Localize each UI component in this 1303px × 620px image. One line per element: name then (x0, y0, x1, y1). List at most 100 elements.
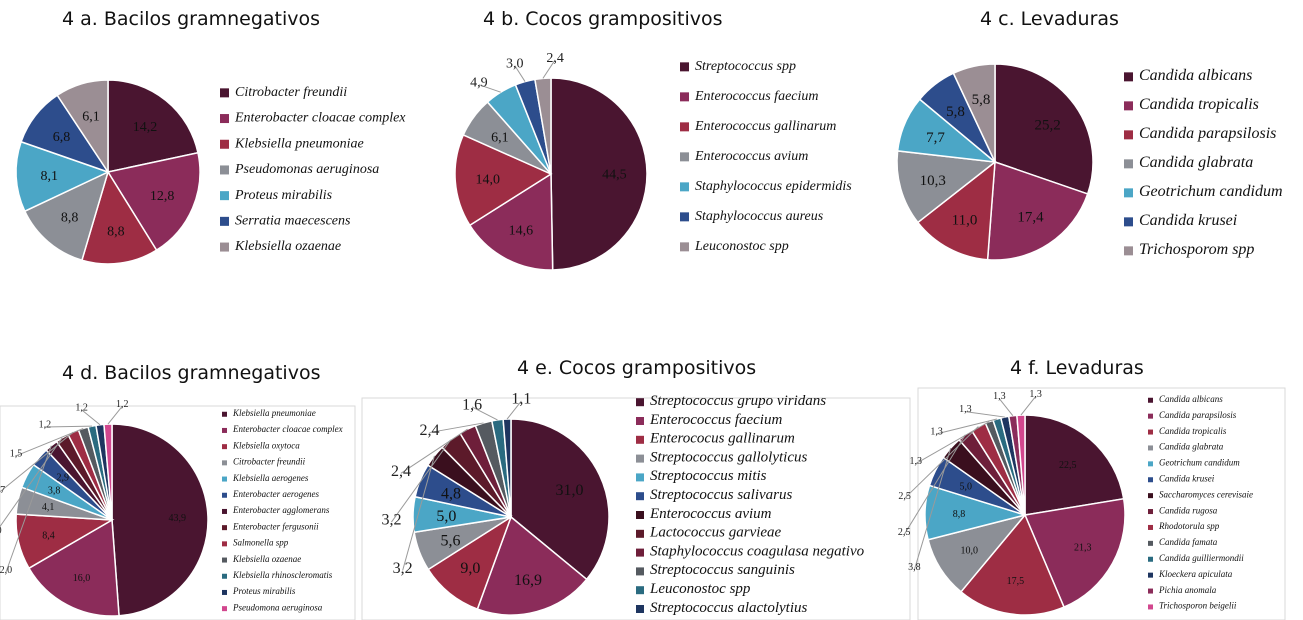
pie-chart-3: 43,9 16,0 8,4 4,1 3,82,9 2,0 2,0 1,7 1,5 1,2 1,2 1,… (0, 399, 356, 620)
data-label: 3,0 (506, 57, 524, 72)
leader-line (0, 437, 63, 528)
data-label: 31,0 (555, 482, 583, 499)
leader-line (998, 398, 1014, 417)
pie-slice (27, 518, 120, 617)
chart-frame (361, 397, 911, 620)
legend-swatch (222, 508, 227, 514)
pie-slice (107, 79, 199, 173)
data-label: 1,2 (75, 402, 88, 413)
pie-slice (454, 133, 553, 227)
data-label: 1,3 (993, 391, 1006, 402)
legend-entry: Trichosporon beigelii (1159, 601, 1237, 611)
legend-entry: Candida guilliermondii (1159, 553, 1244, 563)
legend-entry: Enterobacter cloacae complex (232, 424, 343, 434)
legend-swatch (1148, 509, 1153, 515)
legend-swatch (1148, 445, 1153, 451)
data-label: 14,0 (476, 172, 501, 187)
legend-swatch (636, 454, 644, 463)
pie-slice (1024, 414, 1125, 516)
leader-line (429, 422, 484, 434)
data-label: 6,1 (491, 130, 509, 145)
data-label: 8,1 (40, 169, 58, 184)
data-label: 1,1 (511, 390, 531, 407)
legend-entry: Klebsiella ozaenae (232, 554, 301, 564)
legend-swatch (1148, 493, 1153, 499)
legend-entry: Lactococcus garvieae (649, 525, 782, 541)
legend-entry: Salmonella spp (233, 538, 289, 548)
legend-entry: Enterobacter aerogenes (232, 489, 320, 499)
leader-line (15, 427, 84, 457)
legend-entry: Staphylococcus coagulasa negativo (650, 543, 865, 559)
legend-swatch (1124, 188, 1133, 198)
data-label: 4,9 (470, 76, 488, 91)
legend-entry: Klebsiella ozaenae (234, 239, 341, 254)
legend-swatch (680, 212, 689, 222)
data-label: 25,2 (1035, 118, 1061, 134)
chart-frame (917, 387, 1286, 620)
pie-chart-0: 14,2 12,8 8,8 8,8 8,1 6,8 6,1 Citrobacter freun… (15, 79, 406, 265)
legend-swatch (220, 114, 229, 124)
legend-swatch (636, 473, 644, 482)
legend-swatch (222, 460, 227, 466)
pie-slice (111, 423, 209, 617)
pie-slice (56, 79, 109, 175)
legend-entry: Streptococcus grupo viridans (650, 393, 826, 409)
legend-swatch (1124, 72, 1133, 82)
legend-entry: Serratia maecescens (235, 214, 351, 229)
legend-entry: Citrobacter freundii (235, 85, 347, 100)
legend-entry: Streptococcus gallolyticus (650, 449, 807, 465)
data-label: 12,8 (150, 189, 175, 204)
data-label: 8,8 (953, 509, 966, 520)
data-label: 5,0 (960, 481, 973, 492)
legend-swatch (1124, 101, 1133, 111)
legend-swatch (222, 541, 227, 547)
leader-line (107, 406, 123, 425)
legend-entry: Enterobacter cloacae complex (234, 111, 406, 126)
legend-swatch (1148, 413, 1153, 419)
data-label: 5,0 (436, 508, 456, 525)
data-label: 8,8 (61, 211, 79, 226)
legend-entry: Kloeckera apiculata (1158, 569, 1233, 579)
data-label: 1,2 (116, 399, 129, 410)
data-label: 6,1 (82, 110, 100, 125)
chart-title-4f: 4 f. Levaduras (1010, 357, 1144, 379)
legend-entry: Enterococus gallinarum (649, 431, 795, 447)
legend-entry: Pseudomonas aeruginosa (234, 162, 379, 177)
leader-line (0, 431, 74, 493)
legend-entry: Streptococcus spp (695, 59, 796, 74)
pie-slice (15, 140, 110, 213)
leader-line (471, 406, 498, 421)
data-label: 2,0 (0, 565, 12, 576)
legend-entry: Staphylococcus epidermidis (695, 179, 852, 194)
legend-entry: Enterobacter fergusonii (232, 521, 319, 531)
legend-entry: Enterococcus faecium (649, 412, 782, 428)
leader-line (44, 425, 93, 428)
legend-entry: Enterococcus avium (694, 149, 808, 164)
legend-swatch (220, 88, 229, 98)
legend-entry: Candida parapsilosis (1159, 410, 1237, 420)
legend-entry: Leuconostoc spp (649, 581, 751, 597)
data-label: 1,2 (39, 420, 52, 431)
legend-entry: Klebsiella rhinoscleromatis (232, 570, 333, 580)
legend-swatch (636, 529, 644, 538)
leader-line (542, 59, 556, 79)
pie-slice (1016, 414, 1026, 516)
data-label: 1,3 (930, 426, 943, 437)
data-label: 2,4 (419, 422, 439, 439)
legend-entry: Enterococcus faecium (694, 89, 819, 104)
legend-swatch (220, 191, 229, 201)
legend-entry: Candida rugosa (1159, 505, 1218, 515)
legend-swatch (636, 511, 644, 519)
legend-swatch (1124, 246, 1133, 256)
legend-swatch (1148, 540, 1153, 546)
legend-entry: Candida glabrata (1139, 154, 1253, 171)
legend-entry: Candida albicans (1159, 394, 1223, 404)
data-label: 2,0 (0, 526, 2, 537)
data-label: 9,0 (460, 560, 480, 577)
legend-entry: Klebsiella pneumoniae (232, 408, 316, 418)
legend-swatch (220, 216, 229, 226)
data-label: 3,8 (908, 562, 921, 573)
legend-swatch (636, 567, 644, 576)
legend-swatch (680, 62, 689, 72)
